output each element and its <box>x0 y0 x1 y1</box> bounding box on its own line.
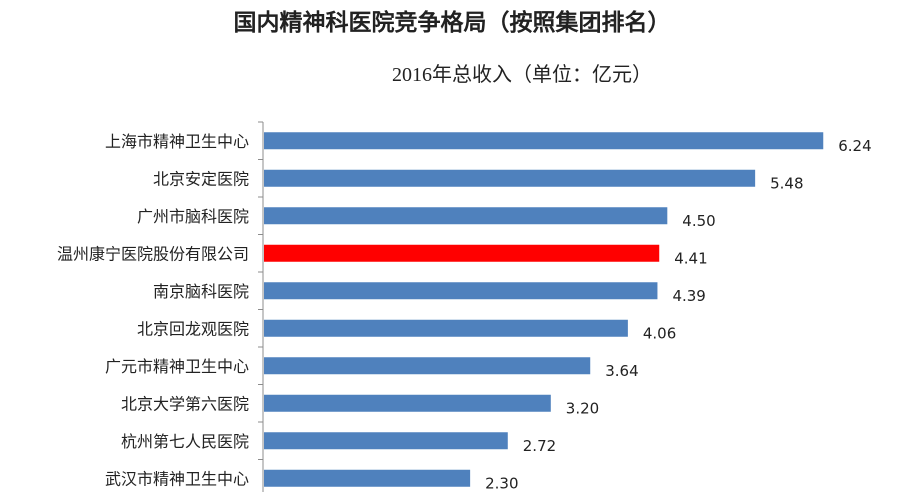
data-label: 3.64 <box>605 362 638 380</box>
category-label: 杭州第七人民医院 <box>121 432 249 451</box>
bar <box>264 282 658 300</box>
bar <box>264 132 824 150</box>
data-label: 6.24 <box>838 137 871 155</box>
category-label: 广元市精神卫生中心 <box>105 357 249 376</box>
category-label: 北京大学第六医院 <box>121 394 249 413</box>
data-label: 4.41 <box>674 249 707 267</box>
bar <box>264 319 628 337</box>
category-label: 温州康宁医院股份有限公司 <box>57 244 249 263</box>
bar-highlighted <box>264 244 660 262</box>
bar <box>264 394 551 412</box>
category-label: 武汉市精神卫生中心 <box>105 469 249 488</box>
category-label: 北京回龙观医院 <box>137 319 249 338</box>
bar <box>264 169 756 187</box>
category-label: 广州市脑科医院 <box>137 207 249 226</box>
data-label: 3.20 <box>566 399 599 417</box>
category-label: 南京脑科医院 <box>153 282 249 301</box>
data-label: 2.30 <box>485 474 518 492</box>
category-label: 北京安定医院 <box>153 169 249 188</box>
bar <box>264 357 591 375</box>
bar <box>264 207 668 225</box>
bar <box>264 469 471 487</box>
data-label: 5.48 <box>770 174 803 192</box>
chart-title: 国内精神科医院竞争格局（按照集团排名） <box>233 9 671 36</box>
data-label: 2.72 <box>523 437 556 455</box>
data-label: 4.50 <box>682 212 715 230</box>
data-label: 4.39 <box>672 287 705 305</box>
chart-subtitle: 2016年总收入（单位：亿元） <box>392 64 652 86</box>
category-label: 上海市精神卫生中心 <box>105 132 249 151</box>
bar <box>264 432 508 450</box>
data-label: 4.06 <box>643 324 676 342</box>
